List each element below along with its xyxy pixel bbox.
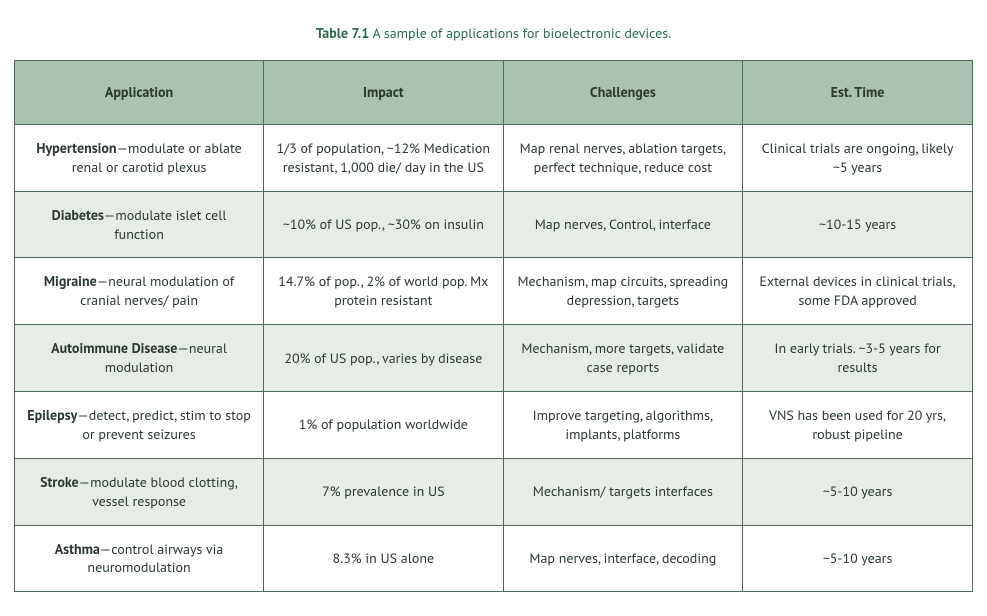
application-desc: —control airways via neuromodulation (87, 540, 223, 577)
cell-impact: 1% of population worldwide (264, 392, 504, 459)
col-header-application: Application (15, 61, 264, 125)
cell-challenges: Mechanism, more targets, validate case r… (503, 325, 743, 392)
cell-impact: ~10% of US pop., ~30% on insulin (264, 191, 504, 258)
cell-est-time: Clinical trials are ongoing, likely ~5 y… (743, 124, 973, 191)
application-term: Epilepsy (27, 406, 77, 424)
cell-challenges: Map nerves, interface, decoding (503, 525, 743, 592)
table-title-label: Table 7.1 (316, 24, 369, 42)
application-desc: —detect, predict, stim to stop or preven… (77, 406, 250, 443)
table-title: Table 7.1 A sample of applications for b… (14, 24, 973, 42)
cell-application: Diabetes—modulate islet cell function (15, 191, 264, 258)
cell-est-time: ~5-10 years (743, 525, 973, 592)
cell-application: Hypertension—modulate or ablate renal or… (15, 124, 264, 191)
cell-impact: 14.7% of pop., 2% of world pop. Mx prote… (264, 258, 504, 325)
cell-impact: 20% of US pop., varies by disease (264, 325, 504, 392)
table-header-row: Application Impact Challenges Est. Time (15, 61, 973, 125)
application-term: Asthma (55, 540, 100, 558)
cell-challenges: Improve targeting, algorithms, implants,… (503, 392, 743, 459)
application-term: Hypertension (36, 139, 116, 157)
cell-impact: 1/3 of population, ~12% Medication resis… (264, 124, 504, 191)
application-term: Stroke (40, 473, 79, 491)
col-header-challenges: Challenges (503, 61, 743, 125)
table-row: Hypertension—modulate or ablate renal or… (15, 124, 973, 191)
table-row: Migraine—neural modulation of cranial ne… (15, 258, 973, 325)
cell-challenges: Mechanism, map circuits, spreading depre… (503, 258, 743, 325)
col-header-est-time: Est. Time (743, 61, 973, 125)
table-row: Stroke—modulate blood clotting, vessel r… (15, 458, 973, 525)
table-row: Diabetes—modulate islet cell function~10… (15, 191, 973, 258)
application-desc: —neural modulation of cranial nerves/ pa… (80, 272, 234, 309)
table-title-caption: A sample of applications for bioelectron… (372, 24, 671, 42)
cell-impact: 7% prevalence in US (264, 458, 504, 525)
application-desc: —modulate islet cell function (104, 206, 227, 243)
cell-application: Epilepsy—detect, predict, stim to stop o… (15, 392, 264, 459)
cell-application: Autoimmune Disease—neural modulation (15, 325, 264, 392)
cell-est-time: External devices in clinical trials, som… (743, 258, 973, 325)
cell-est-time: ~10-15 years (743, 191, 973, 258)
table-row: Epilepsy—detect, predict, stim to stop o… (15, 392, 973, 459)
table-row: Autoimmune Disease—neural modulation20% … (15, 325, 973, 392)
application-desc: —modulate blood clotting, vessel respons… (79, 473, 238, 510)
bioelectronic-applications-table: Application Impact Challenges Est. Time … (14, 60, 973, 592)
table-row: Asthma—control airways via neuromodulati… (15, 525, 973, 592)
cell-est-time: ~5-10 years (743, 458, 973, 525)
cell-application: Migraine—neural modulation of cranial ne… (15, 258, 264, 325)
application-term: Autoimmune Disease (51, 339, 177, 357)
cell-challenges: Map nerves, Control, interface (503, 191, 743, 258)
cell-impact: 8.3% in US alone (264, 525, 504, 592)
cell-application: Stroke—modulate blood clotting, vessel r… (15, 458, 264, 525)
cell-est-time: VNS has been used for 20 yrs, robust pip… (743, 392, 973, 459)
cell-challenges: Map renal nerves, ablation targets, perf… (503, 124, 743, 191)
cell-challenges: Mechanism/ targets interfaces (503, 458, 743, 525)
cell-application: Asthma—control airways via neuromodulati… (15, 525, 264, 592)
application-term: Diabetes (52, 206, 104, 224)
application-term: Migraine (44, 272, 97, 290)
col-header-impact: Impact (264, 61, 504, 125)
cell-est-time: In early trials. ~3-5 years for results (743, 325, 973, 392)
